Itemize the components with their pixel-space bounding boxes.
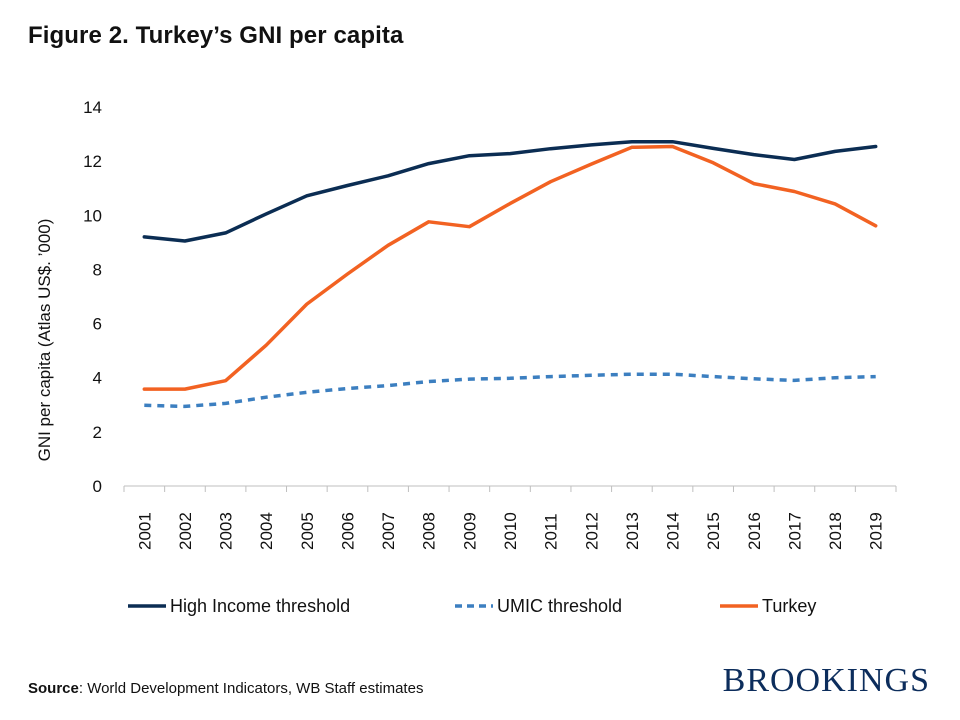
y-tick-label: 8 (93, 260, 102, 279)
x-tick-label: 2014 (664, 512, 683, 550)
y-tick-label: 6 (93, 315, 102, 334)
x-tick-label: 2010 (501, 512, 520, 550)
x-tick-label: 2016 (745, 512, 764, 550)
x-tick-label: 2017 (785, 512, 804, 550)
y-tick-label: 10 (83, 206, 102, 225)
legend: High Income threshold UMIC threshold Turke… (128, 596, 816, 616)
brookings-logo: BROOKINGS (722, 662, 930, 699)
series-line-high-income-threshold (142, 139, 878, 243)
y-tick-label: 0 (93, 477, 102, 496)
x-tick-label: 2006 (338, 512, 357, 550)
x-tick-label: 2001 (135, 512, 154, 550)
y-axis: 0 2 4 6 8 10 12 14 (83, 98, 102, 496)
x-tick-label: 2002 (176, 512, 195, 550)
y-tick-label: 12 (83, 152, 102, 171)
source-label: Source (28, 680, 79, 697)
y-tick-label: 4 (93, 369, 102, 388)
y-tick-label: 14 (83, 98, 102, 117)
legend-label: Turkey (762, 596, 816, 616)
source-note: Source: World Development Indicators, WB… (28, 680, 423, 697)
legend-label: UMIC threshold (497, 596, 622, 616)
y-tick-label: 2 (93, 423, 102, 442)
x-axis: 2001 2002 2003 2004 2005 2006 2007 2008 2009 2010… (123, 485, 897, 550)
x-tick-label: 2003 (217, 512, 236, 550)
x-tick-label: 2013 (623, 512, 642, 550)
series-line-umic-threshold (144, 372, 876, 409)
source-text: : World Development Indicators, WB Staff… (78, 680, 424, 697)
x-tick-label: 2008 (420, 512, 439, 550)
chart-title: Figure 2. Turkey’s GNI per capita (28, 22, 404, 49)
x-tick-label: 2015 (704, 512, 723, 550)
x-tick-label: 2011 (542, 513, 561, 550)
series-lines (142, 139, 878, 409)
x-tick-label: 2007 (379, 512, 398, 550)
x-tick-label: 2009 (460, 512, 479, 550)
x-tick-label: 2019 (867, 512, 886, 550)
x-tick-label: 2012 (582, 512, 601, 550)
x-tick-label: 2018 (826, 512, 845, 550)
legend-label: High Income threshold (170, 596, 350, 616)
y-axis-label: GNI per capita (Atlas US$. ’000) (35, 219, 54, 462)
series-line-turkey (142, 144, 878, 391)
x-tick-label: 2005 (298, 512, 317, 550)
x-tick-label: 2004 (257, 512, 276, 550)
